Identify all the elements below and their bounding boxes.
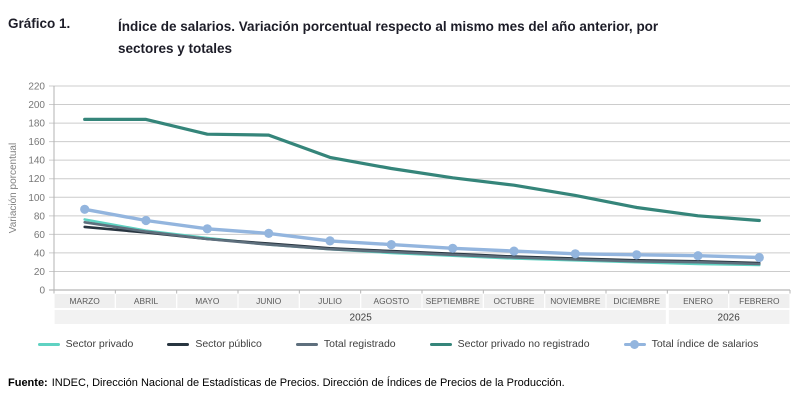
data-point-marker [80, 204, 90, 214]
gridlines: 0 20 40 60 80 100 120 140 160 180 200 220 [28, 82, 790, 297]
data-point-marker [693, 251, 703, 261]
data-point-marker [754, 252, 764, 263]
month-cell [667, 294, 729, 308]
data-point-marker [448, 243, 458, 253]
chart-number-label: Gráfico 1. [8, 16, 71, 31]
x-axis-bands: MARZO ABRIL MAYO JUNIO JULIO AGOSTO SEPTIEMBRE… [54, 294, 790, 324]
series-total-indice-de-salarios [80, 204, 764, 263]
series-line [82, 207, 761, 260]
data-point-marker [202, 224, 212, 234]
y-tick-label: 100 [28, 193, 45, 204]
data-point-marker [386, 240, 396, 250]
legend-item-total-indice-de-salarios: Total índice de salarios [623, 338, 759, 350]
y-tick-label: 220 [28, 82, 45, 93]
page-title-line-1: Índice de salarios. Variación porcentual… [118, 19, 659, 34]
month-cell [606, 294, 667, 308]
x-tick-label: AGOSTO [373, 296, 409, 306]
data-point-marker [264, 228, 274, 238]
month-cell [545, 294, 606, 308]
month-cell [361, 294, 422, 308]
series-sector-privado-no-registrado [83, 117, 761, 223]
x-tick-label: OCTUBRE [494, 296, 535, 306]
y-tick-label: 40 [34, 248, 46, 259]
x-tick-label: JUNIO [256, 296, 282, 306]
month-cell [238, 294, 299, 308]
x-tick-label: MARZO [70, 296, 101, 306]
x-tick-label: DICIEMBRE [613, 296, 660, 306]
legend-item-sector-publico: Sector público [167, 338, 262, 350]
source-note: Fuente: INDEC, Dirección Nacional de Esta… [8, 377, 565, 389]
y-tick-label: 120 [28, 174, 45, 185]
legend-label: Sector público [195, 338, 262, 350]
month-cell [115, 294, 177, 308]
legend-item-sector-privado: Sector privado [37, 338, 134, 350]
y-tick-label: 160 [28, 137, 45, 148]
year-band [54, 310, 667, 324]
page-title: Índice de salarios. Variación porcentual… [118, 16, 790, 60]
month-cell [422, 294, 483, 308]
y-tick-label: 20 [34, 267, 46, 278]
source-label: Fuente: [8, 377, 48, 389]
month-cell [177, 294, 238, 308]
legend-label: Total índice de salarios [651, 338, 759, 350]
legend-swatch-icon [37, 339, 60, 349]
legend-swatch-icon [623, 339, 646, 349]
x-tick-label: ABRIL [134, 296, 159, 306]
chart-legend: Sector privado Sector público Total regist… [0, 338, 796, 350]
legend-label: Sector privado no registrado [457, 338, 590, 350]
chart-area: 0 20 40 60 80 100 120 140 160 180 200 220 Variación … [0, 78, 796, 328]
x-tick-label: JULIO [318, 296, 342, 306]
legend-swatch-icon [167, 339, 190, 349]
y-axis-title: Variación porcentual [8, 143, 19, 233]
x-tick-label: SEPTIEMBRE [426, 296, 480, 306]
y-tick-label: 140 [28, 156, 45, 167]
legend-item-total-registrado: Total registrado [295, 338, 396, 350]
page-title-line-2: sectores y totales [118, 41, 233, 56]
legend-label: Sector privado [65, 338, 134, 350]
legend-swatch-icon [429, 339, 452, 349]
band-gap [665, 294, 669, 324]
month-cell [729, 294, 790, 308]
data-point-marker [632, 250, 642, 260]
year-band [667, 310, 790, 324]
data-point-marker [570, 249, 580, 259]
x-tick-label: MAYO [195, 296, 220, 306]
y-tick-label: 60 [34, 230, 46, 241]
y-tick-label: 200 [28, 100, 45, 111]
data-point-marker [141, 215, 151, 226]
year-label: 2025 [350, 313, 373, 324]
series-line [83, 117, 761, 223]
legend-item-sector-privado-no-registrado: Sector privado no registrado [429, 338, 590, 350]
x-tick-label: FEBRERO [739, 296, 780, 306]
series-line [83, 221, 761, 266]
data-point-marker [325, 236, 335, 246]
year-label: 2026 [718, 313, 741, 324]
source-text: INDEC, Dirección Nacional de Estadística… [51, 377, 565, 389]
legend-swatch-icon [295, 339, 318, 349]
wage-chart: 0 20 40 60 80 100 120 140 160 180 200 220 Variación … [8, 82, 791, 324]
legend-label: Total registrado [323, 338, 396, 350]
x-tick-label: NOVIEMBRE [550, 296, 601, 306]
y-tick-label: 80 [34, 211, 46, 222]
series-total-registrado [83, 221, 761, 266]
x-tick-label: ENERO [683, 296, 713, 306]
y-tick-label: 180 [28, 119, 45, 130]
month-cell [483, 294, 545, 308]
y-tick-label: 0 [39, 286, 45, 297]
month-cell [54, 294, 115, 308]
data-point-marker [509, 246, 519, 256]
month-cell [299, 294, 361, 308]
